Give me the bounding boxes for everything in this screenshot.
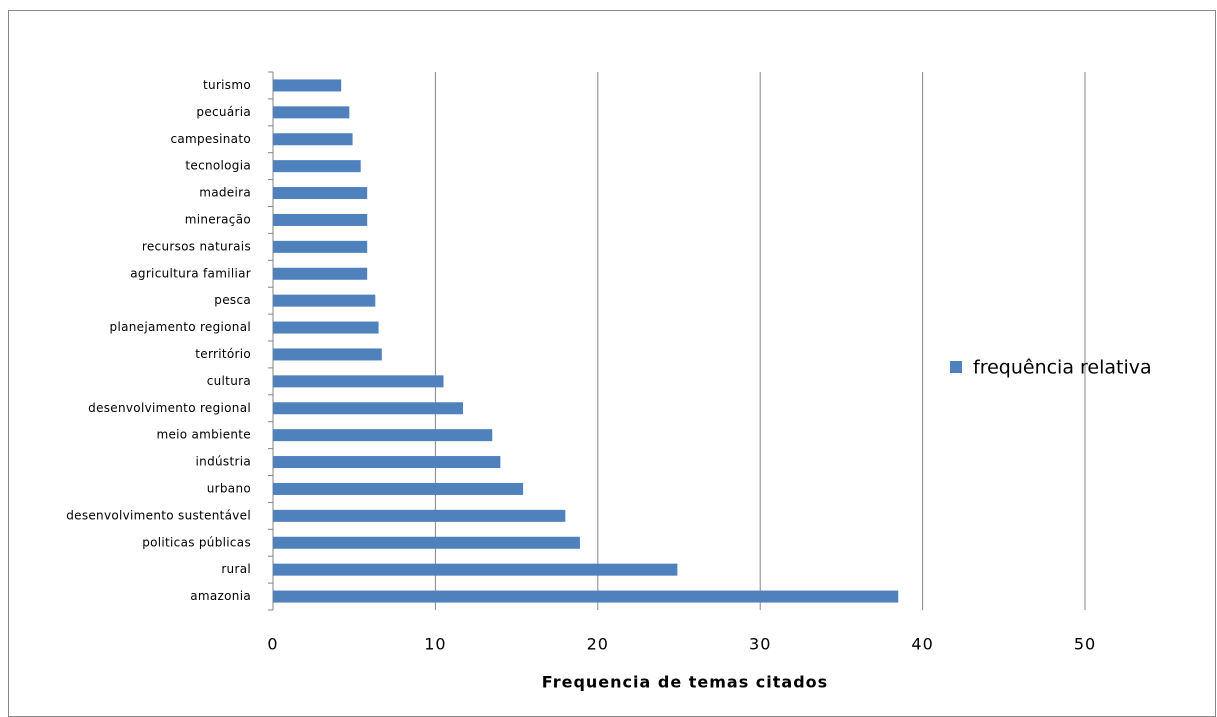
bar (273, 429, 493, 442)
y-tick-label: planejamento regional (110, 320, 251, 334)
y-tick-label: madeira (199, 186, 251, 200)
bar (273, 213, 368, 226)
x-tick-label: 30 (749, 635, 771, 654)
x-axis-title: Frequencia de temas citados (542, 673, 828, 692)
y-tick-label: agricultura familiar (130, 266, 251, 280)
y-tick-label: desenvolvimento regional (88, 401, 251, 415)
legend-label: frequência relativa (973, 357, 1152, 379)
bar (273, 240, 368, 253)
x-tick-label: 10 (424, 635, 446, 654)
y-tick-label: meio ambiente (156, 428, 251, 442)
y-tick-label: desenvolvimento sustentável (66, 508, 251, 522)
bar (273, 321, 379, 334)
y-tick-label: pecuária (196, 105, 251, 119)
bar (273, 187, 368, 200)
bar (273, 482, 524, 495)
bar (273, 402, 464, 415)
y-tick-label: território (195, 347, 251, 361)
y-tick-label: mineração (185, 212, 251, 226)
bar (273, 509, 566, 522)
y-tick-label: recursos naturais (142, 239, 251, 253)
bar (273, 590, 899, 603)
bar (273, 106, 350, 119)
y-tick-label: politicas públicas (142, 535, 251, 549)
bar (273, 563, 678, 576)
y-tick-label: rural (221, 562, 251, 576)
x-tick-label: 40 (911, 635, 933, 654)
bar (273, 133, 353, 146)
bar (273, 79, 342, 92)
x-tick-label: 20 (587, 635, 609, 654)
y-tick-label: pesca (214, 293, 251, 307)
bar (273, 160, 361, 173)
x-tick-label: 0 (267, 635, 278, 654)
y-tick-label: indústria (196, 455, 251, 469)
legend-swatch (950, 361, 962, 373)
y-tick-label: campesinato (170, 132, 251, 146)
bar (273, 536, 580, 549)
y-tick-label: turismo (203, 78, 251, 92)
bar (273, 267, 368, 280)
y-tick-label: amazonia (190, 589, 251, 603)
bar (273, 348, 382, 361)
bar (273, 375, 444, 388)
bar (273, 294, 376, 307)
bar (273, 456, 501, 469)
y-tick-label: cultura (207, 374, 251, 388)
x-tick-label: 50 (1074, 635, 1096, 654)
y-tick-label: urbano (207, 481, 251, 495)
y-tick-label: tecnologia (185, 159, 251, 173)
